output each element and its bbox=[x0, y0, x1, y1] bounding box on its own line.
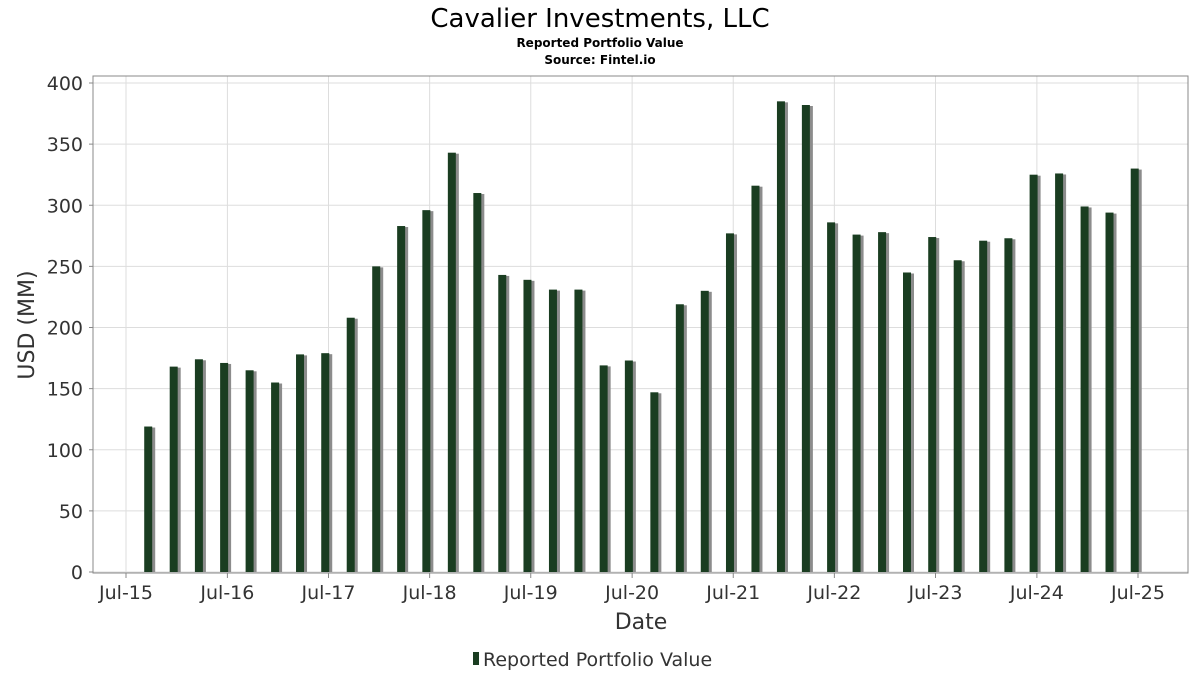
x-tick-label: Jul-24 bbox=[1009, 582, 1064, 604]
plot-area bbox=[92, 75, 1189, 574]
y-axis-ticks: 0 50 100 150 200 250 300 350 400 bbox=[47, 73, 93, 584]
bar bbox=[1130, 168, 1139, 572]
bar bbox=[776, 101, 785, 573]
y-tick-label: 50 bbox=[59, 501, 83, 523]
x-tick-label: Jul-18 bbox=[402, 582, 457, 604]
bar bbox=[523, 279, 532, 572]
bar bbox=[397, 226, 406, 572]
chart-subtitle: Reported Portfolio Value bbox=[516, 36, 683, 50]
y-axis-label: USD (MM) bbox=[15, 270, 40, 379]
y-tick-label: 200 bbox=[47, 318, 83, 340]
bar bbox=[296, 354, 305, 572]
x-tick-label: Jul-17 bbox=[301, 582, 356, 604]
bar bbox=[700, 290, 709, 572]
y-tick-label: 0 bbox=[71, 562, 83, 584]
bar bbox=[574, 289, 583, 572]
bar bbox=[878, 232, 887, 572]
bar bbox=[751, 185, 760, 572]
bar bbox=[271, 382, 280, 572]
legend-label: Reported Portfolio Value bbox=[483, 649, 712, 671]
bar bbox=[498, 274, 507, 572]
x-tick-label: Jul-25 bbox=[1110, 582, 1165, 604]
bar bbox=[725, 233, 734, 572]
legend: Reported Portfolio Value bbox=[473, 649, 712, 671]
chart-source: Source: Fintel.io bbox=[544, 53, 655, 67]
y-tick-label: 350 bbox=[47, 134, 83, 156]
y-tick-label: 250 bbox=[47, 256, 83, 278]
x-axis-ticks: Jul-15 Jul-16 Jul-17 Jul-18 Jul-19 Jul-20 Jul-… bbox=[98, 573, 1165, 604]
x-tick-label: Jul-22 bbox=[806, 582, 861, 604]
bar bbox=[1004, 238, 1013, 572]
x-tick-label: Jul-20 bbox=[604, 582, 659, 604]
bar bbox=[447, 152, 456, 572]
bar bbox=[953, 260, 962, 572]
bar bbox=[194, 359, 203, 572]
bar bbox=[1055, 173, 1064, 572]
legend-swatch bbox=[473, 652, 479, 665]
y-tick-label: 300 bbox=[47, 195, 83, 217]
bar bbox=[169, 366, 178, 572]
bar bbox=[321, 353, 330, 572]
x-tick-label: Jul-23 bbox=[908, 582, 963, 604]
bar bbox=[220, 362, 229, 572]
bar bbox=[548, 289, 557, 572]
bar bbox=[650, 392, 659, 572]
bars bbox=[144, 101, 1142, 573]
x-axis-label: Date bbox=[615, 610, 668, 635]
y-tick-label: 150 bbox=[47, 379, 83, 401]
x-tick-label: Jul-16 bbox=[199, 582, 254, 604]
bar bbox=[801, 105, 810, 572]
x-tick-label: Jul-15 bbox=[98, 582, 153, 604]
grid bbox=[93, 76, 1188, 573]
bar bbox=[624, 360, 633, 572]
bar bbox=[675, 304, 684, 572]
bar bbox=[1029, 174, 1038, 572]
bar bbox=[979, 240, 988, 572]
bar bbox=[599, 365, 608, 572]
bar bbox=[827, 222, 836, 573]
bar bbox=[928, 237, 937, 572]
bar bbox=[473, 193, 482, 572]
bar bbox=[1080, 206, 1089, 572]
bar bbox=[1105, 212, 1114, 572]
bar bbox=[852, 234, 861, 572]
y-tick-label: 400 bbox=[47, 73, 83, 95]
bar bbox=[245, 370, 254, 572]
bar bbox=[144, 426, 153, 572]
x-tick-label: Jul-21 bbox=[705, 582, 760, 604]
bar bbox=[903, 272, 912, 572]
bar bbox=[422, 210, 431, 572]
chart-title: Cavalier Investments, LLC bbox=[430, 4, 769, 34]
bar bbox=[372, 266, 381, 572]
bar bbox=[346, 317, 355, 572]
y-tick-label: 100 bbox=[47, 440, 83, 462]
x-tick-label: Jul-19 bbox=[503, 582, 558, 604]
